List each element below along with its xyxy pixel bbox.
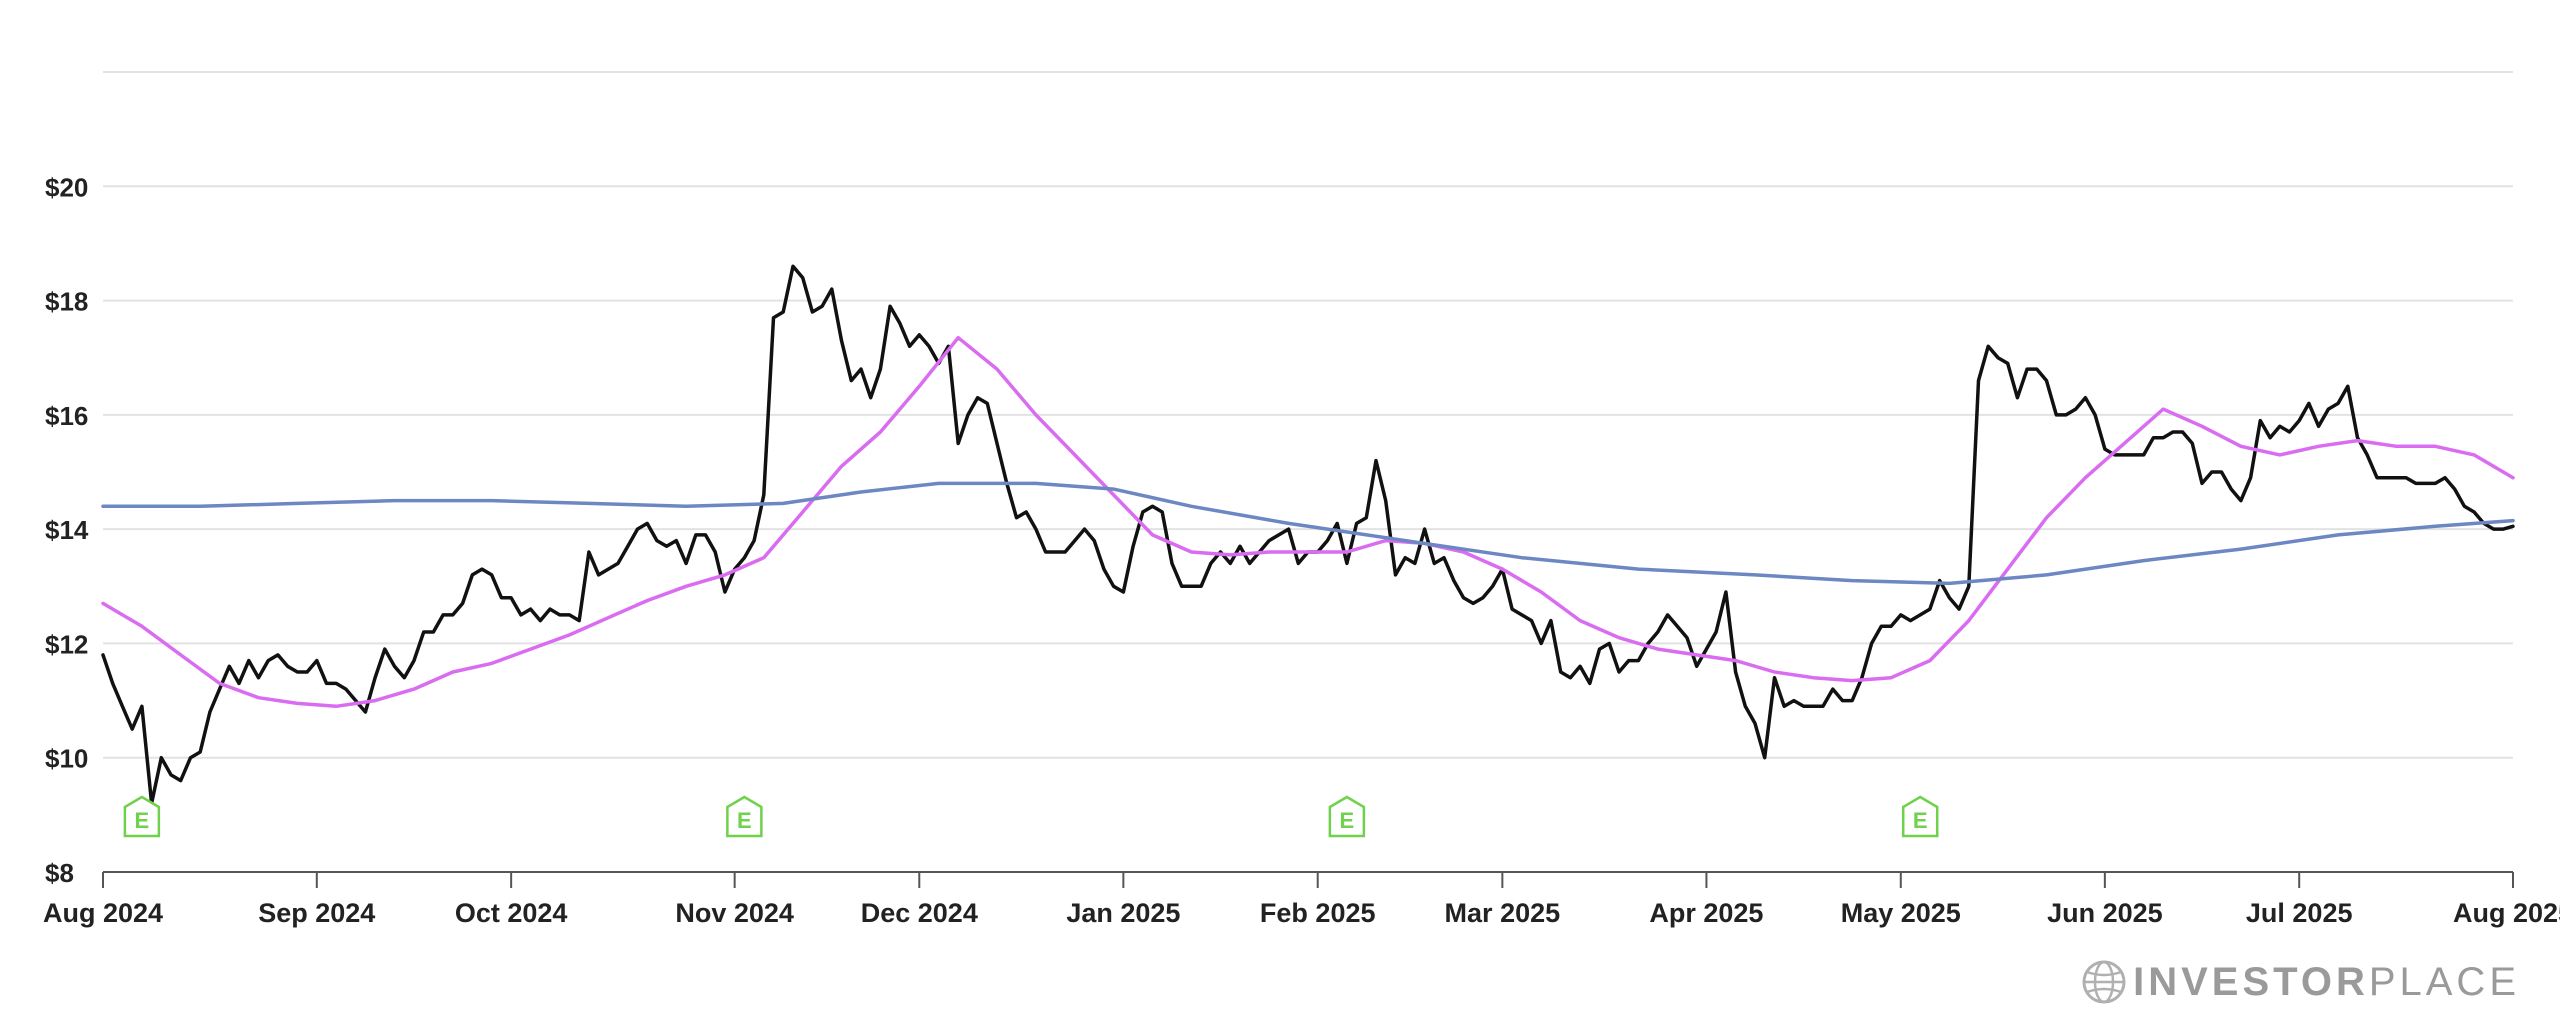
investorplace-logo: INVESTOR PLACE (2081, 952, 2520, 1012)
globe-icon (2082, 960, 2126, 1004)
x-tick-label: Feb 2025 (1260, 898, 1376, 928)
series-lines (101, 264, 2515, 806)
earnings-marker-label: E (737, 808, 752, 833)
x-tick-label: Aug 2024 (43, 898, 163, 928)
logo-text-investor: INVESTOR (2133, 959, 2369, 1004)
y-tick-label: $14 (45, 515, 89, 545)
x-tick-label: May 2025 (1841, 898, 1961, 928)
earnings-marker[interactable]: E (1901, 795, 1939, 838)
earnings-marker-badge (123, 795, 161, 838)
earnings-marker-badge (1901, 795, 1939, 838)
earnings-marker[interactable]: E (1328, 795, 1366, 838)
earnings-marker[interactable]: E (123, 795, 161, 838)
x-tick-label: Jun 2025 (2047, 898, 2163, 928)
series-line-2 (101, 335, 2515, 709)
earnings-marker[interactable]: E (726, 795, 763, 838)
y-tick-label: $16 (45, 401, 88, 431)
x-tick-label: Sep 2024 (258, 898, 375, 928)
x-tick-label: Jul 2025 (2246, 898, 2353, 928)
x-tick-label: Apr 2025 (1649, 898, 1763, 928)
y-tick-label: $12 (45, 629, 88, 659)
earnings-marker-label: E (1913, 808, 1928, 833)
series-line-3 (101, 481, 2515, 586)
x-tick-label: Oct 2024 (455, 898, 568, 928)
logo-text-place: PLACE (2368, 959, 2520, 1004)
x-tick-label: Dec 2024 (861, 898, 978, 928)
x-tick-label: Mar 2025 (1445, 898, 1561, 928)
gridlines (103, 71, 2513, 759)
x-tick-labels: Aug 2024 Sep 2024 Oct 2024 Nov 2024 Dec 2024… (43, 872, 2560, 928)
y-tick-label: $8 (45, 858, 74, 888)
y-tick-label: $20 (45, 172, 88, 202)
earnings-marker-badge (726, 795, 763, 838)
earnings-marker-badge (1328, 795, 1366, 838)
series-line-1 (101, 264, 2515, 806)
x-tick-label: Jan 2025 (1066, 898, 1180, 928)
earnings-marker-label: E (135, 808, 150, 833)
earnings-marker-label: E (1340, 808, 1355, 833)
y-axis: $8 $10 $12 $14 $16 $18 $20 (45, 172, 89, 888)
y-tick-label: $10 (45, 744, 88, 774)
x-tick-label: Aug 2025 (2453, 898, 2560, 928)
x-tick-label: Nov 2024 (675, 898, 794, 928)
y-tick-label: $18 (45, 287, 88, 317)
